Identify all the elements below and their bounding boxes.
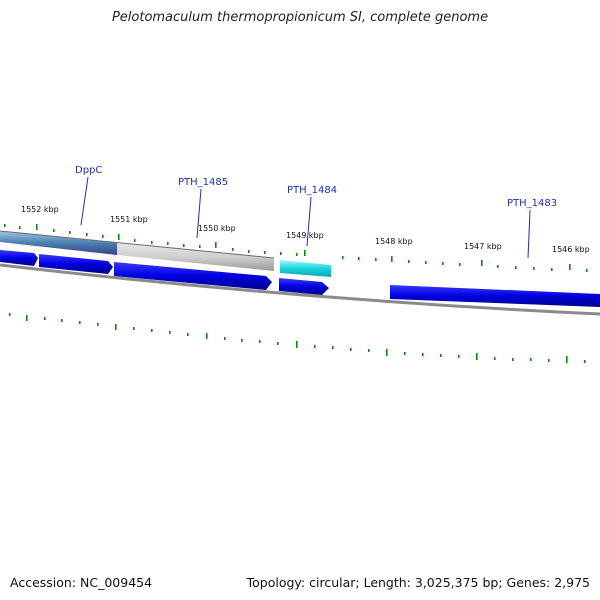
map-title: Pelotomaculum thermopropionicum SI, comp… xyxy=(111,10,489,25)
genome-backbone xyxy=(0,263,600,316)
kbp-label: 1547 kbp xyxy=(464,242,502,251)
gray-feature[interactable] xyxy=(117,243,274,271)
cds-track xyxy=(0,250,600,307)
kbp-label: 1549 kbp xyxy=(286,231,324,240)
accession-text: Accession: NC_009454 xyxy=(10,575,153,590)
cds-arrow[interactable] xyxy=(114,262,272,290)
kbp-label: 1552 kbp xyxy=(21,205,59,214)
steelblue-feature[interactable] xyxy=(0,231,117,255)
gene-label-pth-1484[interactable]: PTH_1484 xyxy=(287,185,337,196)
upper-tick-marks xyxy=(4,224,588,272)
genome-stats-text: Topology: circular; Length: 3,025,375 bp… xyxy=(246,575,590,590)
gene-label-pth-1485[interactable]: PTH_1485 xyxy=(178,177,228,188)
gene-labels: DppC PTH_1485 PTH_1484 PTH_1483 xyxy=(75,165,557,209)
kbp-label: 1546 kbp xyxy=(552,245,590,254)
kbp-axis-labels: 1552 kbp 1551 kbp 1550 kbp 1549 kbp 1548… xyxy=(21,205,590,254)
feature-track-upper xyxy=(0,230,331,277)
cds-arrow[interactable] xyxy=(0,250,38,266)
cds-arrow[interactable] xyxy=(39,254,113,274)
kbp-label: 1550 kbp xyxy=(198,224,236,233)
gene-label-pth-1483[interactable]: PTH_1483 xyxy=(507,198,557,209)
kbp-label: 1551 kbp xyxy=(110,215,148,224)
gene-label-leaders xyxy=(80,176,531,259)
pth-1484-highlight[interactable] xyxy=(280,260,331,277)
gene-label-dppc[interactable]: DppC xyxy=(75,165,102,176)
cds-arrow[interactable] xyxy=(390,285,600,307)
kbp-label: 1548 kbp xyxy=(375,237,413,246)
lower-tick-marks xyxy=(9,313,586,363)
cds-arrow[interactable] xyxy=(279,278,329,295)
